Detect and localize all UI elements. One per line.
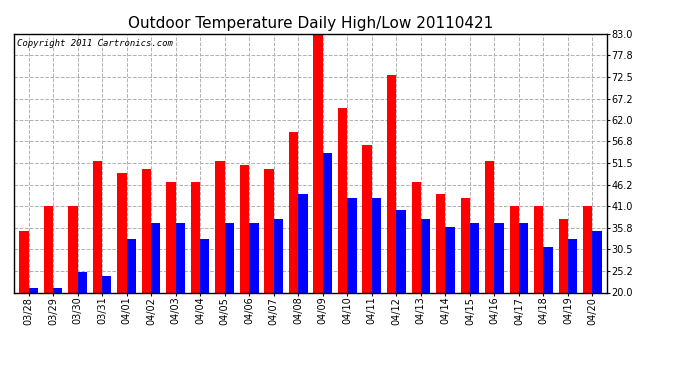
Bar	[264, 169, 274, 292]
Bar	[568, 239, 578, 292]
Bar	[117, 173, 126, 292]
Text: Copyright 2011 Cartronics.com: Copyright 2011 Cartronics.com	[17, 39, 172, 48]
Bar	[460, 198, 470, 292]
Bar	[102, 276, 111, 292]
Bar	[387, 75, 396, 292]
Bar	[495, 223, 504, 292]
Bar	[421, 219, 430, 292]
Bar	[583, 206, 593, 292]
Bar	[313, 34, 323, 292]
Bar	[510, 206, 519, 292]
Bar	[92, 161, 102, 292]
Bar	[176, 223, 185, 292]
Bar	[411, 182, 421, 292]
Bar	[534, 206, 544, 292]
Bar	[372, 198, 381, 292]
Bar	[77, 272, 87, 292]
Bar	[43, 206, 53, 292]
Title: Outdoor Temperature Daily High/Low 20110421: Outdoor Temperature Daily High/Low 20110…	[128, 16, 493, 31]
Bar	[362, 145, 372, 292]
Bar	[298, 194, 308, 292]
Bar	[142, 169, 151, 292]
Bar	[445, 227, 455, 292]
Bar	[68, 206, 77, 292]
Bar	[166, 182, 176, 292]
Bar	[485, 161, 495, 292]
Bar	[215, 161, 225, 292]
Bar	[544, 248, 553, 292]
Bar	[396, 210, 406, 292]
Bar	[126, 239, 136, 292]
Bar	[289, 132, 298, 292]
Bar	[28, 288, 38, 292]
Bar	[593, 231, 602, 292]
Bar	[19, 231, 28, 292]
Bar	[470, 223, 479, 292]
Bar	[436, 194, 445, 292]
Bar	[240, 165, 249, 292]
Bar	[53, 288, 62, 292]
Bar	[151, 223, 161, 292]
Bar	[191, 182, 200, 292]
Bar	[519, 223, 529, 292]
Bar	[249, 223, 259, 292]
Bar	[274, 219, 283, 292]
Bar	[347, 198, 357, 292]
Bar	[323, 153, 332, 292]
Bar	[559, 219, 568, 292]
Bar	[338, 108, 347, 292]
Bar	[200, 239, 210, 292]
Bar	[225, 223, 234, 292]
